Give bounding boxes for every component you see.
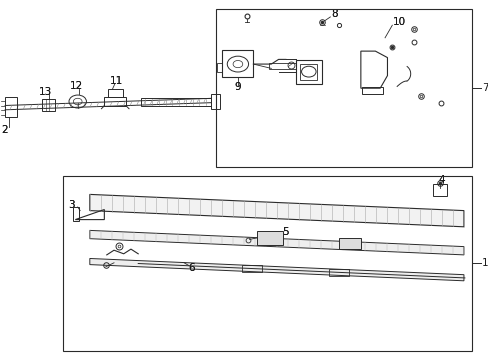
Text: 1: 1 xyxy=(481,258,488,268)
Text: 9: 9 xyxy=(234,82,240,92)
Text: 4: 4 xyxy=(437,175,444,185)
Polygon shape xyxy=(90,230,463,255)
Bar xyxy=(300,64,317,80)
Text: 11: 11 xyxy=(110,76,123,86)
Bar xyxy=(256,231,283,245)
Bar xyxy=(295,60,322,84)
Bar xyxy=(104,97,126,106)
Bar xyxy=(242,265,261,272)
Text: 11: 11 xyxy=(110,76,123,86)
Bar xyxy=(432,184,446,196)
Bar xyxy=(73,207,79,221)
Bar xyxy=(217,63,222,72)
Polygon shape xyxy=(90,258,463,281)
Text: 3: 3 xyxy=(68,200,75,210)
Text: 8: 8 xyxy=(330,9,337,19)
Text: 12: 12 xyxy=(70,81,83,91)
Bar xyxy=(338,238,360,249)
Bar xyxy=(329,269,348,276)
Text: 7: 7 xyxy=(481,83,488,93)
Bar xyxy=(141,98,210,106)
Text: 5: 5 xyxy=(282,227,288,237)
Text: 13: 13 xyxy=(39,87,52,97)
Text: 8: 8 xyxy=(330,9,337,19)
Text: 4: 4 xyxy=(437,175,444,185)
Text: 9: 9 xyxy=(234,82,240,92)
Text: 12: 12 xyxy=(70,81,83,91)
Bar xyxy=(63,176,471,351)
Bar xyxy=(215,9,471,167)
Text: 5: 5 xyxy=(282,227,288,237)
Text: 10: 10 xyxy=(392,17,406,27)
Text: 6: 6 xyxy=(188,263,194,273)
Bar xyxy=(362,87,382,94)
Text: 6: 6 xyxy=(188,263,194,273)
Text: 3: 3 xyxy=(68,200,75,210)
Bar xyxy=(108,89,122,97)
Text: 10: 10 xyxy=(392,17,406,27)
Text: 2: 2 xyxy=(1,125,7,135)
Text: 13: 13 xyxy=(39,87,52,97)
Text: 2: 2 xyxy=(1,125,7,135)
Bar xyxy=(222,50,253,77)
Bar xyxy=(210,94,220,109)
Bar xyxy=(42,99,55,111)
Bar xyxy=(5,97,17,117)
Polygon shape xyxy=(90,194,463,227)
Bar xyxy=(268,63,295,69)
